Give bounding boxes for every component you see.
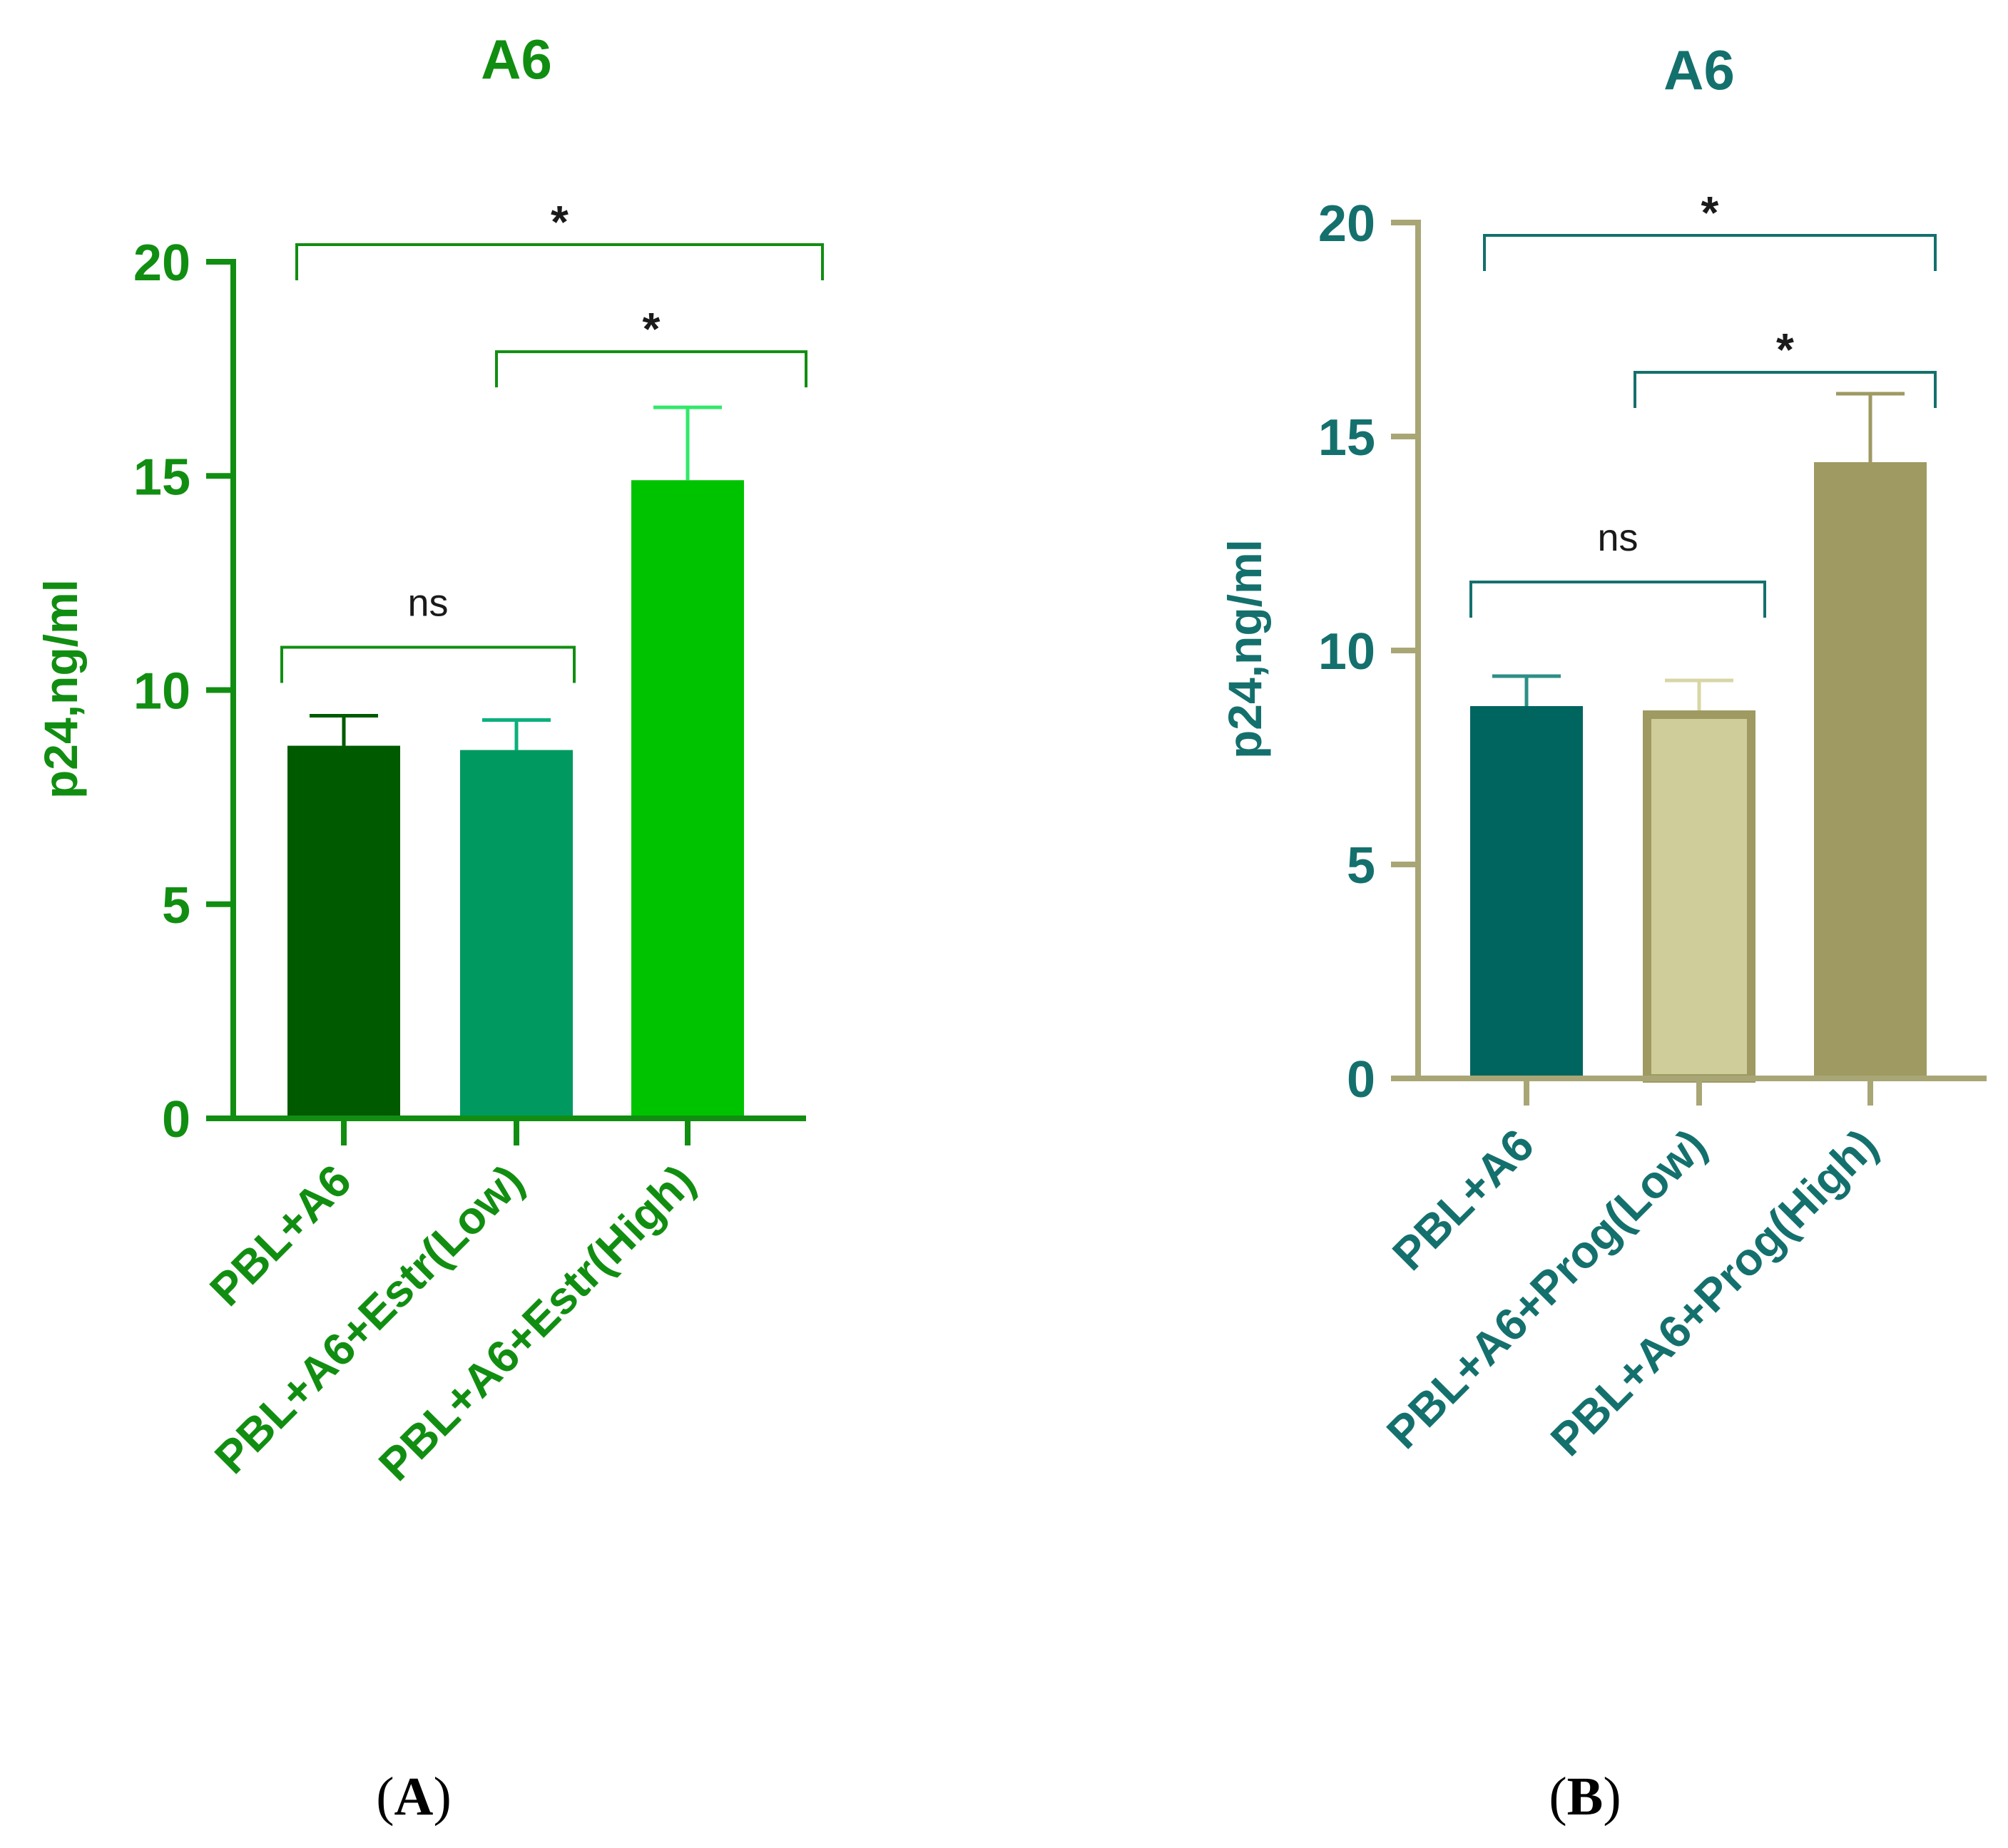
chart-b-y-tick-label: 15 — [1318, 409, 1375, 466]
chart-a-y-tick-label: 5 — [162, 877, 190, 934]
chart-b-y-tick-label: 5 — [1347, 837, 1375, 894]
chart-b-sig-bracket-1 — [1469, 581, 1766, 618]
panel-label-b: (B) — [1549, 1767, 1621, 1827]
chart-b-y-tick-label: 0 — [1347, 1051, 1375, 1108]
chart-a-bar-3 — [631, 480, 744, 1118]
chart-b-sig-label-2: * — [1776, 324, 1794, 375]
chart-b-sig-bracket-3 — [1483, 234, 1937, 271]
chart-b-sig-label-3: * — [1701, 187, 1719, 238]
chart-a-sig-bracket-1 — [280, 645, 576, 683]
chart-a-sig-label-3: * — [551, 196, 569, 247]
chart-a-y-tick-label: 10 — [133, 663, 190, 720]
chart-a-y-tick-label: 0 — [162, 1091, 190, 1148]
chart-a-bar-2 — [460, 750, 573, 1118]
chart-a-y-tick-label: 15 — [133, 449, 190, 506]
chart-a-sig-label-1: ns — [407, 581, 448, 624]
chart-b-sig-bracket-2 — [1634, 371, 1937, 408]
chart-b-y-tick-label: 10 — [1318, 623, 1375, 680]
chart-b-title: A6 — [1663, 39, 1735, 101]
chart-a-bar-1 — [287, 745, 400, 1118]
chart-a-title: A6 — [481, 28, 552, 91]
chart-b-bar-2 — [1643, 710, 1755, 1083]
chart-a-sig-label-2: * — [643, 303, 661, 354]
chart-b-sig-label-1: ns — [1597, 516, 1638, 559]
chart-a-y-axis-label: p24,ng/ml — [34, 579, 87, 799]
chart-b-y-axis-label: p24,ng/ml — [1218, 539, 1271, 759]
panel-label-a: (A) — [376, 1767, 452, 1827]
chart-a-sig-bracket-3 — [295, 243, 824, 280]
chart-b-bar-1 — [1470, 706, 1583, 1078]
chart-b-bar-3 — [1814, 462, 1927, 1078]
chart-a-y-tick-label: 20 — [133, 235, 190, 292]
chart-a-sig-bracket-2 — [495, 350, 807, 388]
chart-b-y-tick-label: 20 — [1318, 195, 1375, 252]
